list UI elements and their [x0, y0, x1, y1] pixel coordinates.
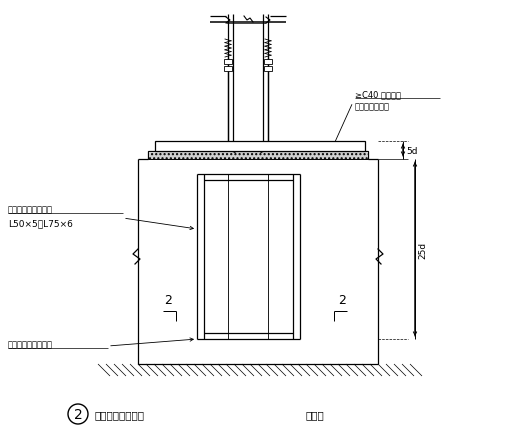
- Text: 2: 2: [338, 293, 346, 306]
- Text: 25d: 25d: [418, 241, 427, 258]
- Text: 5d: 5d: [406, 146, 418, 155]
- Text: 锁栓固定角钓，通用: 锁栓固定角钓，通用: [8, 205, 53, 214]
- Bar: [224, 60, 232, 65]
- Text: 2: 2: [74, 407, 83, 421]
- Bar: [264, 60, 272, 65]
- Bar: [224, 67, 232, 72]
- Text: 混凝土成品砂浆: 混凝土成品砂浆: [355, 102, 390, 111]
- Bar: [264, 67, 272, 72]
- Text: 锁栓固定架设置标高: 锁栓固定架设置标高: [8, 340, 53, 349]
- Text: 2: 2: [164, 293, 172, 306]
- Text: 柱脚锁栓固定支架: 柱脚锁栓固定支架: [94, 409, 144, 419]
- Text: ≥C40 无收缩石: ≥C40 无收缩石: [355, 90, 401, 99]
- Text: d: d: [272, 145, 278, 154]
- Text: （二）: （二）: [305, 409, 324, 419]
- Bar: [148, 152, 368, 159]
- Text: L50×5～L75×6: L50×5～L75×6: [8, 219, 73, 228]
- Bar: [155, 141, 365, 152]
